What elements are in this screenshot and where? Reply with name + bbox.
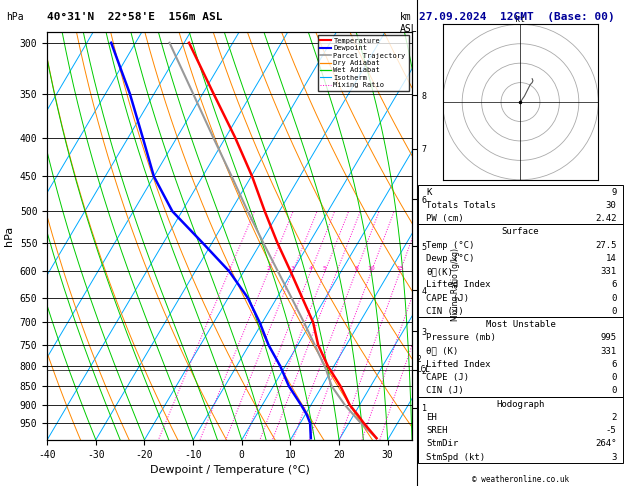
Text: 331: 331 — [601, 267, 616, 276]
Text: CIN (J): CIN (J) — [426, 307, 464, 316]
X-axis label: Dewpoint / Temperature (°C): Dewpoint / Temperature (°C) — [150, 465, 309, 475]
Text: 2: 2 — [416, 355, 421, 364]
Text: 331: 331 — [601, 347, 616, 356]
Text: 3: 3 — [291, 266, 295, 271]
Text: 0: 0 — [611, 307, 616, 316]
Text: 30: 30 — [606, 201, 616, 210]
Text: θᴄ (K): θᴄ (K) — [426, 347, 459, 356]
Text: 2: 2 — [267, 266, 270, 271]
Text: 0: 0 — [611, 373, 616, 382]
Text: Lifted Index: Lifted Index — [426, 280, 491, 289]
Text: 0: 0 — [611, 386, 616, 396]
Text: StmSpd (kt): StmSpd (kt) — [426, 452, 486, 462]
Text: θᴄ(K): θᴄ(K) — [426, 267, 454, 276]
Text: 14: 14 — [606, 254, 616, 263]
Text: © weatheronline.co.uk: © weatheronline.co.uk — [472, 475, 569, 484]
Text: hPa: hPa — [6, 12, 24, 22]
Text: -5: -5 — [606, 426, 616, 435]
Bar — [418, 397, 623, 463]
Text: 5: 5 — [323, 266, 327, 271]
Text: 8: 8 — [354, 266, 358, 271]
Text: Mixing Ratio (g/kg): Mixing Ratio (g/kg) — [451, 248, 460, 321]
Text: CIN (J): CIN (J) — [426, 386, 464, 396]
Text: SREH: SREH — [426, 426, 448, 435]
Text: 2: 2 — [611, 413, 616, 422]
Text: 3: 3 — [611, 452, 616, 462]
Text: Lifted Index: Lifted Index — [426, 360, 491, 369]
Text: 264°: 264° — [595, 439, 616, 449]
Text: 6: 6 — [611, 360, 616, 369]
Legend: Temperature, Dewpoint, Parcel Trajectory, Dry Adiabat, Wet Adiabat, Isotherm, Mi: Temperature, Dewpoint, Parcel Trajectory… — [318, 35, 408, 91]
Text: 1: 1 — [227, 266, 231, 271]
Text: StmDir: StmDir — [426, 439, 459, 449]
Text: 9: 9 — [611, 188, 616, 197]
Text: Surface: Surface — [502, 227, 539, 236]
Text: 40°31'N  22°58'E  156m ASL: 40°31'N 22°58'E 156m ASL — [47, 12, 223, 22]
Bar — [418, 185, 623, 225]
Text: EH: EH — [426, 413, 437, 422]
Text: 995: 995 — [601, 333, 616, 343]
Bar — [418, 317, 623, 397]
Text: Hodograph: Hodograph — [496, 399, 545, 409]
Text: 6: 6 — [611, 280, 616, 289]
Text: CAPE (J): CAPE (J) — [426, 373, 469, 382]
Text: Totals Totals: Totals Totals — [426, 201, 496, 210]
Text: 27.5: 27.5 — [595, 241, 616, 250]
Text: K: K — [426, 188, 432, 197]
Text: Temp (°C): Temp (°C) — [426, 241, 475, 250]
Text: CAPE (J): CAPE (J) — [426, 294, 469, 303]
Bar — [418, 225, 623, 317]
Text: Dewp (°C): Dewp (°C) — [426, 254, 475, 263]
Title: kt: kt — [516, 15, 525, 24]
Text: Most Unstable: Most Unstable — [486, 320, 555, 329]
Text: Pressure (mb): Pressure (mb) — [426, 333, 496, 343]
Text: km
ASL: km ASL — [399, 12, 417, 34]
Text: 27.09.2024  12GMT  (Base: 00): 27.09.2024 12GMT (Base: 00) — [419, 12, 615, 22]
Text: 10: 10 — [367, 266, 376, 271]
Text: 4: 4 — [309, 266, 313, 271]
Text: 2.42: 2.42 — [595, 214, 616, 223]
Text: LCL: LCL — [416, 365, 430, 374]
Text: PW (cm): PW (cm) — [426, 214, 464, 223]
Y-axis label: hPa: hPa — [4, 226, 14, 246]
Text: 0: 0 — [611, 294, 616, 303]
Text: 15: 15 — [396, 266, 404, 271]
